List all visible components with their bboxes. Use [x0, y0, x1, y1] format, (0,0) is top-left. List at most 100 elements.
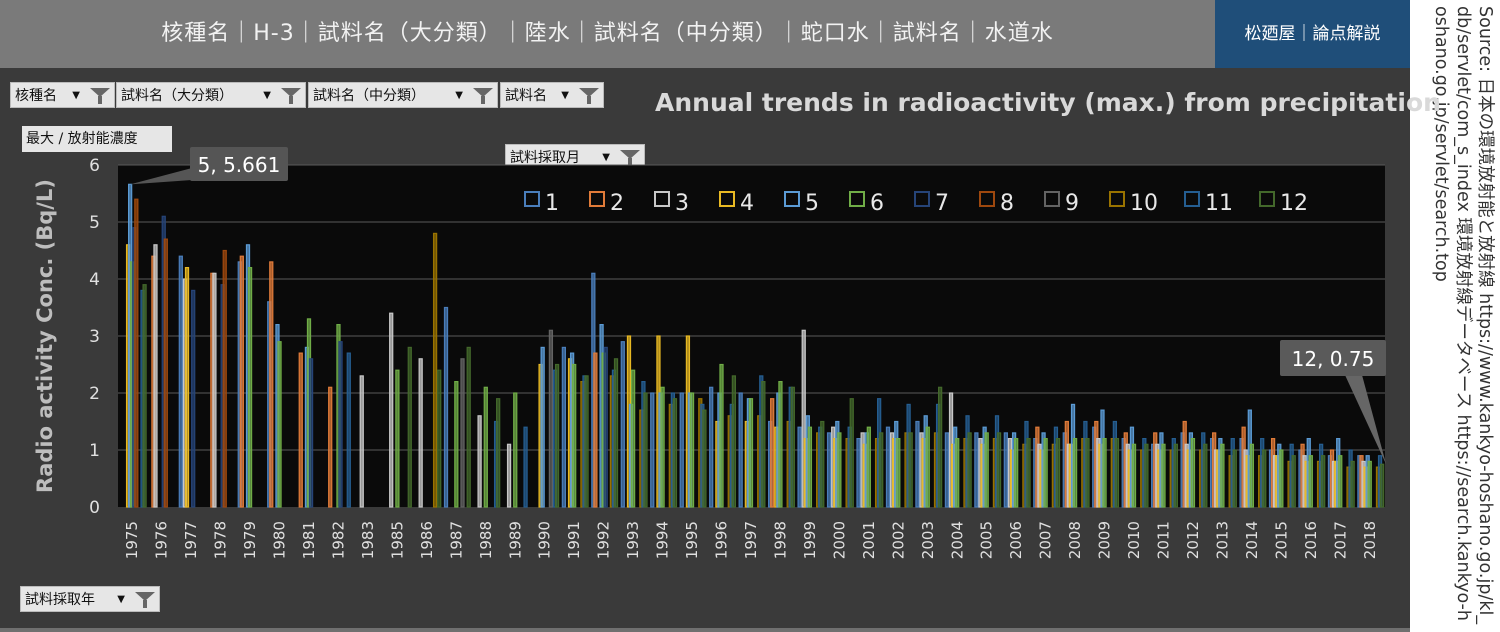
bar — [395, 369, 400, 508]
bar — [389, 312, 394, 508]
filter-icon[interactable] — [579, 88, 599, 104]
x-tick-label: 2013 — [1213, 521, 1231, 559]
filter-year[interactable]: 試料採取年 ▼ — [20, 586, 160, 612]
bar — [748, 398, 754, 508]
x-tick-label: 2012 — [1184, 521, 1202, 559]
x-tick-label: 1994 — [654, 521, 672, 559]
bar — [650, 392, 655, 508]
bar — [407, 346, 412, 508]
legend-swatch — [524, 191, 540, 207]
filter-icon[interactable] — [135, 592, 155, 608]
legend-swatch — [654, 191, 670, 207]
x-tick-label: 2016 — [1302, 521, 1320, 559]
filter-icon[interactable] — [620, 150, 640, 166]
bar — [1144, 443, 1149, 508]
callout-label: 5, 5.661 — [198, 153, 281, 177]
dropdown-icon: ▼ — [561, 90, 569, 101]
bar — [142, 284, 147, 508]
bar — [247, 267, 253, 508]
bar — [466, 346, 471, 508]
bar — [702, 409, 707, 508]
bar — [944, 432, 950, 508]
bar — [908, 432, 913, 508]
legend-swatch — [1259, 191, 1275, 207]
bar — [222, 249, 227, 508]
filter-icon[interactable] — [281, 88, 301, 104]
bar — [613, 358, 619, 508]
bar — [178, 255, 183, 508]
bar — [1114, 438, 1120, 508]
x-tick-label: 2011 — [1155, 521, 1173, 559]
bar — [134, 198, 139, 508]
callout-box — [190, 147, 288, 181]
brand-label[interactable]: 松廼屋｜論点解説 — [1215, 0, 1410, 68]
bar — [1262, 449, 1267, 508]
bar — [660, 386, 665, 508]
bar — [1102, 438, 1107, 508]
bar — [548, 329, 554, 508]
bar — [761, 381, 766, 508]
x-tick-label: 1992 — [595, 521, 613, 559]
y-tick-label: 2 — [89, 384, 100, 404]
bar — [925, 426, 930, 508]
bar — [807, 426, 813, 508]
bar — [523, 426, 528, 508]
bar — [584, 375, 589, 508]
bar — [432, 232, 438, 508]
x-tick-label: 2005 — [978, 521, 996, 559]
bar — [506, 443, 512, 508]
y-tick-label: 4 — [89, 270, 100, 290]
bar — [454, 381, 459, 508]
bar — [540, 346, 545, 508]
bar — [1232, 449, 1237, 508]
bar — [572, 363, 577, 508]
filter-year-label: 試料採取年 — [25, 592, 95, 608]
filter-sample[interactable]: 試料名 ▼ — [500, 82, 604, 108]
bar — [1190, 438, 1196, 508]
source-panel: Source: 日本の環境放射能と放射線 https://www.kankyo-… — [1410, 0, 1500, 632]
x-tick-label: 1988 — [477, 521, 495, 559]
filter-middle-label: 試料名（中分類） — [313, 88, 425, 104]
bar — [1308, 455, 1313, 508]
bar — [1003, 432, 1008, 508]
legend-label: 3 — [675, 191, 689, 216]
filter-month-label: 試料採取月 — [510, 150, 580, 166]
bar — [849, 398, 854, 508]
x-tick-label: 2014 — [1243, 521, 1261, 559]
filter-nuclide[interactable]: 核種名 ▼ — [10, 82, 115, 108]
filter-middle[interactable]: 試料名（中分類） ▼ — [308, 82, 498, 108]
bar — [269, 261, 274, 508]
x-tick-label: 1999 — [801, 521, 819, 559]
x-tick-label: 2010 — [1125, 521, 1143, 559]
bar — [1131, 443, 1137, 508]
y-tick-label: 5 — [89, 213, 100, 233]
x-tick-label: 2004 — [948, 521, 966, 559]
value-field-box[interactable]: 最大 / 放射能濃度 — [22, 126, 172, 152]
x-tick-label: 1979 — [241, 521, 259, 559]
x-tick-label: 2015 — [1272, 521, 1290, 559]
legend-swatch — [719, 191, 735, 207]
legend-label: 2 — [610, 191, 624, 216]
bar — [477, 415, 482, 508]
filter-major[interactable]: 試料名（大分類） ▼ — [116, 82, 306, 108]
bar — [996, 432, 1002, 508]
x-tick-label: 2006 — [1007, 521, 1025, 559]
x-tick-label: 1991 — [565, 521, 583, 559]
bar — [308, 358, 314, 508]
bar — [731, 375, 737, 508]
bar — [328, 386, 333, 508]
bar — [879, 432, 884, 508]
bar — [1173, 443, 1178, 508]
filter-icon[interactable] — [90, 88, 110, 104]
filter-icon[interactable] — [473, 88, 493, 104]
bar — [513, 392, 518, 508]
x-tick-label: 2003 — [919, 521, 937, 559]
x-tick-label: 1996 — [713, 521, 731, 559]
y-tick-label: 3 — [89, 327, 100, 347]
bar — [643, 392, 648, 508]
bar — [1055, 438, 1061, 508]
legend-label: 1 — [545, 191, 559, 216]
legend-swatch — [784, 191, 800, 207]
bar — [153, 244, 158, 508]
bar — [277, 341, 282, 508]
